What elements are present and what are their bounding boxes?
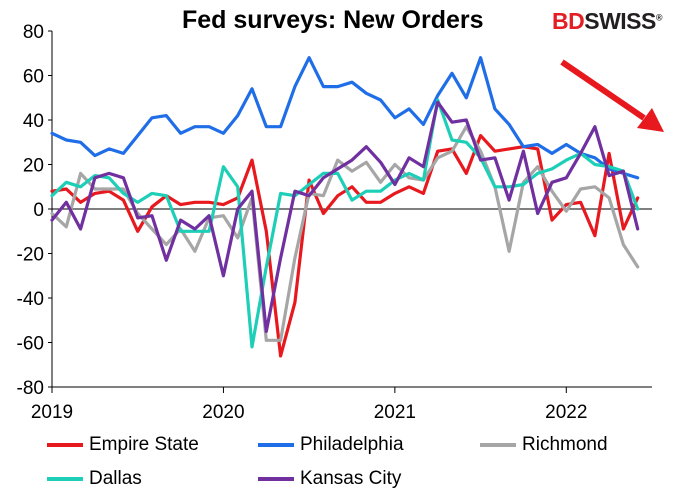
x-tick-label: 2019: [31, 402, 73, 423]
y-tick-label: 0: [33, 200, 44, 221]
brand-logo-mark: ®: [656, 12, 662, 22]
trend-arrow-icon: [562, 62, 664, 132]
y-tick-label: 20: [23, 156, 44, 177]
chart-axes: -80 -60 -40 -20 0 20 40 60 80 2019 2020 2021 2022: [17, 22, 652, 423]
x-tick-label: 2022: [545, 402, 587, 423]
x-tick-label: 2021: [374, 402, 416, 423]
y-tick-label: 60: [23, 67, 44, 88]
series-line-philadelphia: [52, 58, 638, 178]
series-line-dallas: [52, 100, 638, 347]
x-tick-label: 2020: [202, 402, 244, 423]
y-tick-label: -80: [17, 378, 44, 399]
brand-logo: BDSWISS®: [552, 8, 662, 35]
y-tick-label: 40: [23, 111, 44, 132]
y-tick-label: -60: [17, 334, 44, 355]
y-tick-label: -40: [17, 289, 44, 310]
trend-arrow-shaft: [562, 62, 644, 118]
chart-title: Fed surveys: New Orders: [182, 6, 484, 35]
chart: -80 -60 -40 -20 0 20 40 60 80 2019 2020 2021 2022: [0, 0, 700, 499]
brand-logo-swiss: SWISS: [584, 8, 656, 34]
brand-logo-bd: BD: [552, 8, 584, 34]
y-tick-label: -20: [17, 245, 44, 266]
y-tick-label: 80: [23, 22, 44, 43]
trend-arrow-head: [637, 108, 664, 132]
chart-series: [52, 58, 638, 356]
series-line-richmond: [52, 127, 638, 341]
